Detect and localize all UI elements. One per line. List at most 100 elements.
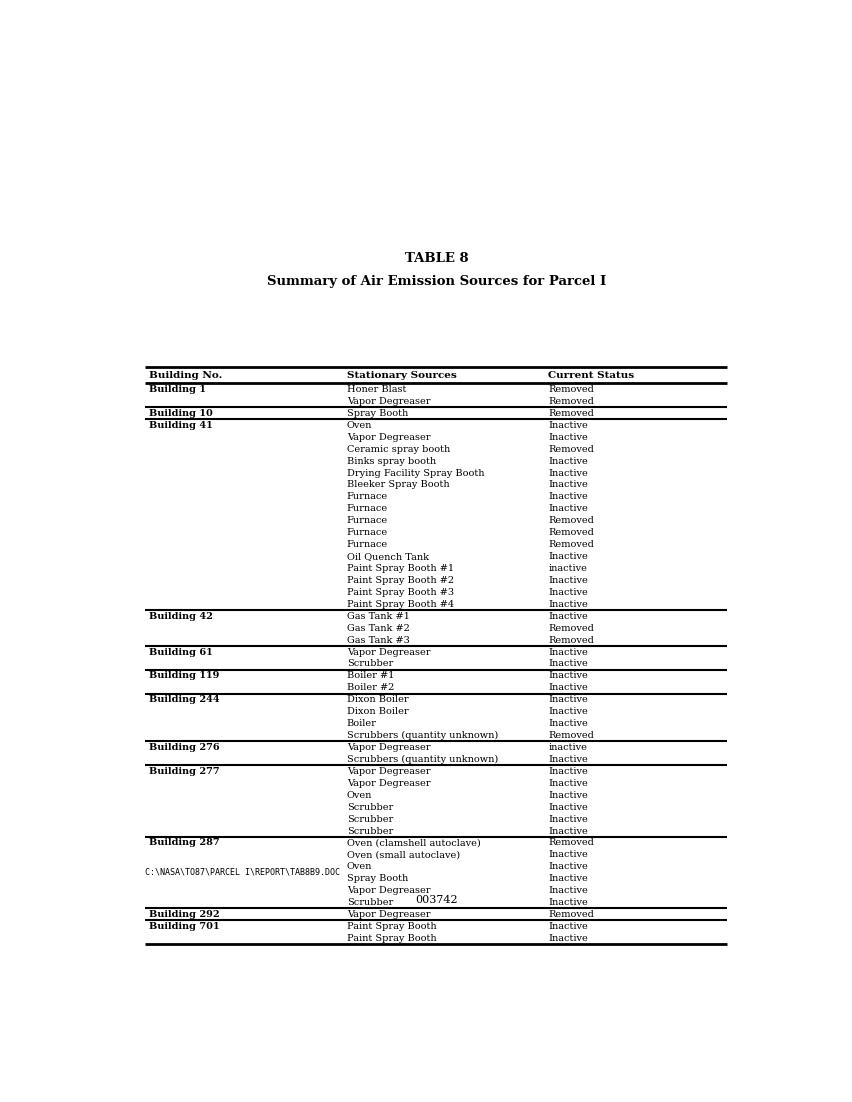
Text: Scrubbers (quantity unknown): Scrubbers (quantity unknown) (347, 731, 498, 741)
Text: Removed: Removed (548, 528, 594, 537)
Text: Gas Tank #3: Gas Tank #3 (347, 636, 410, 645)
Text: Furnace: Furnace (347, 528, 388, 537)
Text: Building 41: Building 41 (149, 421, 213, 430)
Text: Honer Blast: Honer Blast (347, 385, 406, 395)
Text: TABLE 8: TABLE 8 (405, 251, 469, 264)
Text: Scrubber: Scrubber (347, 802, 393, 812)
Text: Inactive: Inactive (548, 707, 588, 716)
Text: Inactive: Inactive (548, 791, 588, 800)
Text: Ceramic spray booth: Ceramic spray booth (347, 444, 450, 454)
Text: Furnace: Furnace (347, 540, 388, 549)
Text: Paint Spray Booth: Paint Spray Booth (347, 934, 436, 943)
Text: Inactive: Inactive (548, 826, 588, 835)
Text: Scrubber: Scrubber (347, 898, 393, 907)
Text: Removed: Removed (548, 731, 594, 741)
Text: Inactive: Inactive (548, 720, 588, 728)
Text: Removed: Removed (548, 397, 594, 406)
Text: Building No.: Building No. (149, 371, 222, 380)
Text: Building 701: Building 701 (149, 922, 220, 931)
Text: Scrubber: Scrubber (347, 826, 393, 835)
Text: Gas Tank #2: Gas Tank #2 (347, 624, 410, 633)
Text: Vapor Degreaser: Vapor Degreaser (347, 397, 430, 406)
Text: Gas Tank #1: Gas Tank #1 (347, 612, 410, 620)
Text: Vapor Degreaser: Vapor Degreaser (347, 886, 430, 895)
Text: Inactive: Inactive (548, 576, 588, 585)
Text: Vapor Degreaser: Vapor Degreaser (347, 433, 430, 442)
Text: Oven (clamshell autoclave): Oven (clamshell autoclave) (347, 839, 481, 847)
Text: Removed: Removed (548, 839, 594, 847)
Text: Inactive: Inactive (548, 695, 588, 704)
Text: Inactive: Inactive (548, 767, 588, 776)
Text: inactive: inactive (548, 564, 587, 573)
Text: Inactive: Inactive (548, 755, 588, 764)
Text: Inactive: Inactive (548, 802, 588, 812)
Text: Bleeker Spray Booth: Bleeker Spray Booth (347, 480, 449, 489)
Text: Scrubber: Scrubber (347, 814, 393, 823)
Text: Removed: Removed (548, 910, 594, 919)
Text: Inactive: Inactive (548, 493, 588, 501)
Text: Summary of Air Emission Sources for Parcel I: Summary of Air Emission Sources for Parc… (267, 274, 607, 288)
Text: Inactive: Inactive (548, 505, 588, 514)
Text: Inactive: Inactive (548, 433, 588, 442)
Text: Building 119: Building 119 (149, 671, 220, 680)
Text: Building 277: Building 277 (149, 767, 220, 776)
Text: Vapor Degreaser: Vapor Degreaser (347, 910, 430, 919)
Text: Paint Spray Booth #4: Paint Spray Booth #4 (347, 599, 454, 608)
Text: Paint Spray Booth #1: Paint Spray Booth #1 (347, 564, 454, 573)
Text: Inactive: Inactive (548, 863, 588, 872)
Text: Oven (small autoclave): Oven (small autoclave) (347, 851, 460, 860)
Text: Inactive: Inactive (548, 671, 588, 680)
Text: Inactive: Inactive (548, 874, 588, 884)
Text: Oven: Oven (347, 791, 372, 800)
Text: Building 292: Building 292 (149, 910, 220, 919)
Text: Binks spray booth: Binks spray booth (347, 456, 436, 465)
Text: Removed: Removed (548, 516, 594, 526)
Text: Scrubber: Scrubber (347, 659, 393, 669)
Text: Inactive: Inactive (548, 659, 588, 669)
Text: Furnace: Furnace (347, 516, 388, 526)
Text: Building 287: Building 287 (149, 839, 220, 847)
Text: Removed: Removed (548, 624, 594, 633)
Text: Boiler #2: Boiler #2 (347, 683, 394, 692)
Text: Stationary Sources: Stationary Sources (347, 371, 457, 380)
Text: Dixon Boiler: Dixon Boiler (347, 695, 408, 704)
Text: Inactive: Inactive (548, 421, 588, 430)
Text: Inactive: Inactive (548, 468, 588, 477)
Text: Paint Spray Booth: Paint Spray Booth (347, 922, 436, 931)
Text: Oven: Oven (347, 421, 372, 430)
Text: 003742: 003742 (415, 895, 458, 905)
Text: Inactive: Inactive (548, 683, 588, 692)
Text: Vapor Degreaser: Vapor Degreaser (347, 648, 430, 657)
Text: Inactive: Inactive (548, 934, 588, 943)
Text: Inactive: Inactive (548, 612, 588, 620)
Text: Inactive: Inactive (548, 480, 588, 489)
Text: Dixon Boiler: Dixon Boiler (347, 707, 408, 716)
Text: Removed: Removed (548, 540, 594, 549)
Text: Inactive: Inactive (548, 898, 588, 907)
Text: Inactive: Inactive (548, 648, 588, 657)
Text: Oil Quench Tank: Oil Quench Tank (347, 552, 429, 561)
Text: Building 61: Building 61 (149, 648, 213, 657)
Text: Building 1: Building 1 (149, 385, 206, 395)
Text: Inactive: Inactive (548, 456, 588, 465)
Text: Paint Spray Booth #3: Paint Spray Booth #3 (347, 587, 454, 597)
Text: Furnace: Furnace (347, 493, 388, 501)
Text: Vapor Degreaser: Vapor Degreaser (347, 779, 430, 788)
Text: Building 10: Building 10 (149, 409, 213, 418)
Text: Inactive: Inactive (548, 814, 588, 823)
Text: Inactive: Inactive (548, 599, 588, 608)
Text: Building 244: Building 244 (149, 695, 220, 704)
Text: Spray Booth: Spray Booth (347, 409, 408, 418)
Text: Inactive: Inactive (548, 587, 588, 597)
Text: Building 276: Building 276 (149, 743, 220, 752)
Text: Vapor Degreaser: Vapor Degreaser (347, 767, 430, 776)
Text: Spray Booth: Spray Booth (347, 874, 408, 884)
Text: inactive: inactive (548, 743, 587, 752)
Text: Building 42: Building 42 (149, 612, 213, 620)
Text: Inactive: Inactive (548, 922, 588, 931)
Text: Paint Spray Booth #2: Paint Spray Booth #2 (347, 576, 454, 585)
Text: Inactive: Inactive (548, 779, 588, 788)
Text: Current Status: Current Status (548, 371, 635, 380)
Text: Drying Facility Spray Booth: Drying Facility Spray Booth (347, 468, 484, 477)
Text: C:\NASA\TO87\PARCEL I\REPORT\TAB8B9.DOC: C:\NASA\TO87\PARCEL I\REPORT\TAB8B9.DOC (145, 867, 340, 876)
